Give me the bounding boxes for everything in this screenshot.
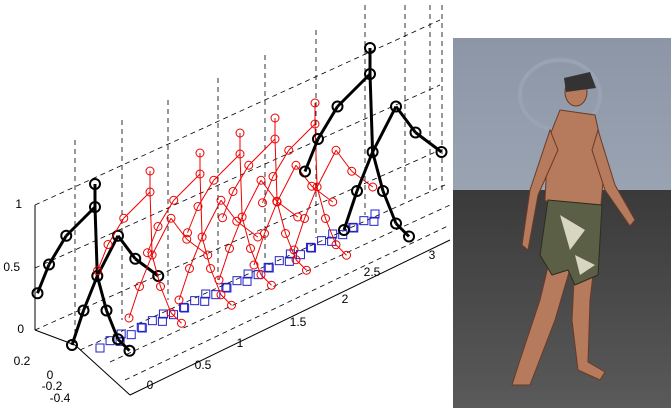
x-tick-label: 3: [429, 248, 436, 262]
bone: [336, 245, 347, 256]
foot-marker: [158, 317, 166, 325]
bone: [373, 152, 383, 191]
bone: [97, 236, 118, 276]
x-tick-label: 2: [342, 292, 349, 306]
x-tick-label: 0.5: [195, 358, 212, 372]
foot-marker: [371, 210, 379, 218]
z-tick-label: 0.5: [3, 260, 20, 274]
figure: 00.510.20-0.2-0.400.511.522.53: [0, 0, 671, 408]
page: 00.510.20-0.2-0.400.511.522.53 (() => { …: [0, 0, 671, 408]
z-tick-label: 0: [17, 322, 24, 336]
bone: [305, 187, 318, 219]
bone: [66, 207, 95, 236]
bone: [289, 124, 315, 150]
bone: [296, 260, 307, 271]
bone: [373, 107, 396, 153]
tick-labels: 00.510.20-0.2-0.400.511.522.53: [3, 197, 435, 405]
bone: [370, 74, 373, 152]
bone: [124, 192, 150, 218]
bone: [254, 234, 265, 266]
y-tick-label: -0.4: [50, 391, 71, 405]
bone: [294, 219, 305, 251]
bone: [277, 165, 296, 202]
bone: [171, 313, 182, 324]
x-tick-label: 2.5: [364, 265, 381, 279]
bone: [317, 150, 336, 187]
rendered-walker: [453, 38, 671, 408]
bone: [179, 269, 190, 301]
foot-marker: [275, 257, 283, 265]
foot-marker: [243, 277, 251, 285]
plot-3d: 00.510.20-0.2-0.400.511.522.53: [3, 5, 450, 405]
bone: [249, 139, 275, 165]
foot-marker: [201, 297, 209, 305]
bone: [174, 174, 200, 200]
foot-marker: [148, 317, 156, 325]
foot-marker: [127, 331, 135, 339]
foot-marker: [360, 217, 368, 225]
bone: [95, 207, 97, 276]
x-tick-label: 1.5: [290, 315, 307, 329]
foot-marker: [191, 297, 199, 305]
bone: [214, 154, 240, 180]
bone: [317, 187, 325, 219]
stick-figures: [33, 43, 447, 356]
bone: [219, 249, 230, 281]
bone: [221, 295, 232, 306]
foot-markers: [96, 210, 379, 352]
bone: [261, 275, 272, 286]
bone: [129, 287, 140, 319]
bone: [240, 154, 242, 217]
bone: [230, 217, 243, 249]
x-tick-label: 0: [147, 378, 154, 392]
z-tick-label: 1: [15, 197, 22, 211]
x-tick-label: 1: [237, 336, 244, 350]
foot-marker: [96, 344, 104, 352]
bone: [242, 217, 250, 249]
bone: [265, 202, 278, 234]
bone: [396, 224, 409, 237]
bone: [190, 237, 203, 269]
bone: [242, 180, 261, 217]
y-tick-label: 0.2: [14, 354, 31, 368]
